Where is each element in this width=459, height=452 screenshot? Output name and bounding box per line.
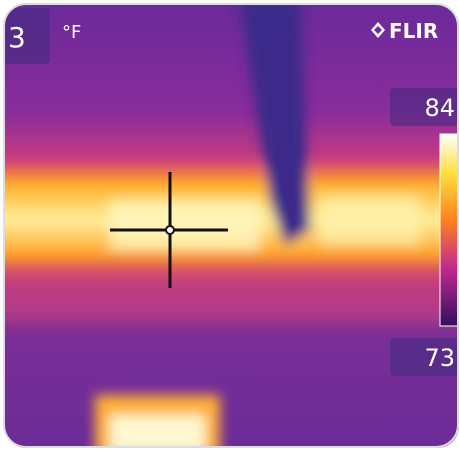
screen-frame xyxy=(3,3,459,448)
color-scale-bar xyxy=(439,133,459,327)
scale-max: 84 xyxy=(424,94,455,122)
temperature-reading: 3 xyxy=(8,21,26,54)
crosshair-center xyxy=(165,225,175,235)
temperature-unit: °F xyxy=(62,22,81,43)
scale-min: 73 xyxy=(424,344,455,372)
flir-logo-icon xyxy=(371,22,385,38)
brand-logo: FLIR xyxy=(389,19,438,43)
